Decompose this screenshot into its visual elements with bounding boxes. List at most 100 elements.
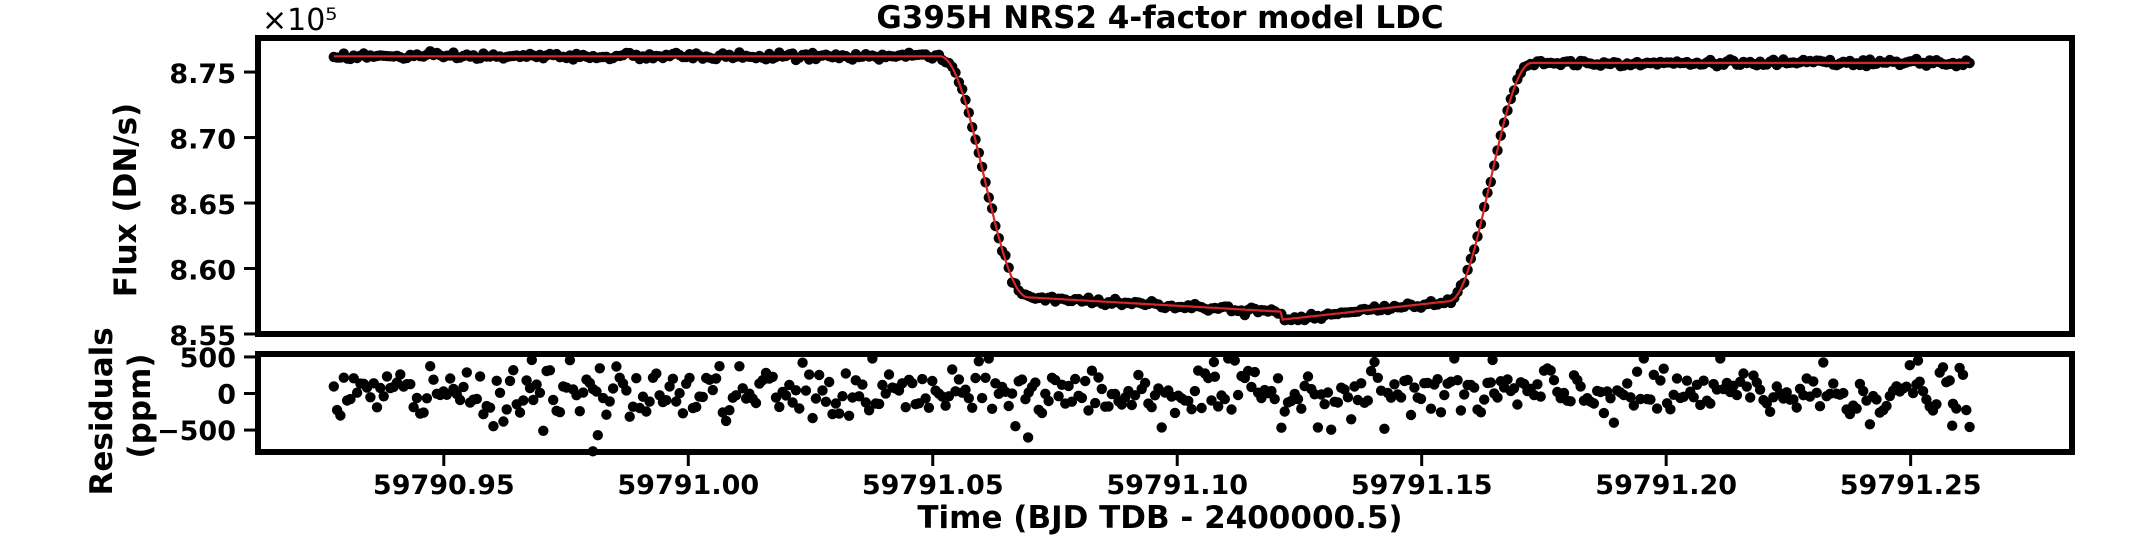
- residual-point: [880, 388, 891, 399]
- residual-point: [554, 407, 566, 418]
- residual-point: [1030, 377, 1041, 388]
- residual-point: [976, 392, 988, 404]
- residual-point: [418, 407, 429, 418]
- residual-point: [1655, 375, 1666, 386]
- residual-point: [1731, 389, 1743, 401]
- residual-point: [1365, 365, 1377, 377]
- residual-point: [923, 402, 935, 413]
- residual-point: [873, 398, 885, 410]
- residual-point: [458, 381, 469, 393]
- residual-point: [375, 382, 386, 394]
- residual-point: [1209, 371, 1221, 382]
- residual-point: [1016, 374, 1028, 385]
- residual-point: [421, 393, 433, 404]
- residual-point: [1738, 368, 1749, 379]
- residual-point: [674, 388, 685, 399]
- residual-point: [1249, 366, 1261, 378]
- residual-point: [1741, 381, 1753, 392]
- residual-outlier-point: [1487, 354, 1498, 366]
- residual-point: [960, 384, 971, 395]
- residual-point: [1881, 400, 1892, 412]
- residual-point: [724, 405, 735, 416]
- residual-outlier-point: [1208, 356, 1220, 368]
- residual-point: [860, 397, 871, 408]
- residual-point: [528, 394, 539, 406]
- residual-point: [1096, 383, 1108, 395]
- residual-point: [1452, 375, 1463, 386]
- residual-point: [1342, 392, 1354, 403]
- residual-point: [1645, 394, 1656, 405]
- residual-point: [834, 408, 845, 419]
- residual-point: [1917, 386, 1929, 397]
- residual-point: [621, 385, 632, 396]
- residual-y-tick-label: −500: [157, 416, 236, 447]
- residual-point: [973, 356, 984, 367]
- residual-point: [1402, 374, 1413, 386]
- time-x-tick-label: 59791.00: [617, 470, 759, 501]
- residual-point: [917, 373, 928, 385]
- residual-point: [707, 384, 718, 396]
- residual-point: [840, 368, 851, 379]
- residual-point: [767, 371, 778, 382]
- flux-panel-frame: [255, 35, 2075, 337]
- residual-point: [381, 371, 393, 382]
- time-x-tick-label: 59790.95: [373, 470, 515, 501]
- residual-point: [734, 361, 745, 372]
- residual-point: [461, 367, 472, 378]
- residual-point: [351, 387, 363, 398]
- residual-point: [1951, 403, 1962, 414]
- residual-point: [1937, 362, 1949, 373]
- transit-model-line: [333, 55, 1970, 321]
- residual-point: [1139, 377, 1151, 389]
- residual-point: [807, 412, 818, 424]
- residuals-axis-label-line-2: (ppm): [122, 353, 158, 458]
- residual-point: [1332, 397, 1344, 408]
- residual-point: [365, 392, 376, 403]
- residual-point: [661, 395, 672, 406]
- residual-point: [564, 355, 576, 366]
- residual-point: [1622, 378, 1633, 389]
- residual-point: [804, 369, 815, 380]
- residual-point: [877, 379, 888, 391]
- residual-point: [1053, 391, 1064, 402]
- residual-point: [1319, 399, 1330, 410]
- residual-point: [445, 373, 456, 384]
- residual-point: [1266, 385, 1277, 397]
- residual-point: [857, 379, 868, 390]
- residual-point: [843, 410, 855, 421]
- residual-point: [1608, 417, 1620, 428]
- residual-point: [824, 376, 835, 388]
- residual-point: [1651, 403, 1663, 414]
- residual-point: [797, 357, 808, 368]
- residual-point: [1312, 422, 1324, 433]
- residual-point: [1851, 403, 1862, 414]
- residual-point: [454, 394, 466, 406]
- residual-point: [1206, 395, 1217, 406]
- residual-point: [1914, 376, 1925, 387]
- residual-point: [1036, 407, 1048, 419]
- residual-point: [883, 369, 895, 380]
- residual-point: [611, 361, 622, 372]
- chart-title: G395H NRS2 4-factor model LDC: [876, 0, 1443, 36]
- residual-point: [1575, 381, 1586, 392]
- residual-point: [1076, 392, 1088, 404]
- residual-point: [1665, 404, 1676, 415]
- residual-point: [1508, 383, 1520, 394]
- residual-point: [1043, 395, 1054, 407]
- residual-point: [780, 390, 792, 401]
- residual-point: [1811, 387, 1822, 398]
- residual-point: [624, 411, 635, 422]
- residual-point: [501, 404, 512, 415]
- residual-outlier-point: [1947, 420, 1958, 431]
- flux-y-tick-label: 8.65: [169, 190, 236, 221]
- residual-point: [1093, 372, 1104, 383]
- residual-outlier-point: [526, 354, 537, 366]
- residual-point: [1229, 355, 1241, 366]
- residual-point: [441, 389, 452, 400]
- residual-point: [1010, 421, 1021, 432]
- residual-point: [820, 396, 832, 407]
- residual-point: [574, 406, 585, 417]
- residual-point: [830, 398, 841, 409]
- residual-point: [328, 381, 339, 392]
- residual-point: [1129, 390, 1141, 401]
